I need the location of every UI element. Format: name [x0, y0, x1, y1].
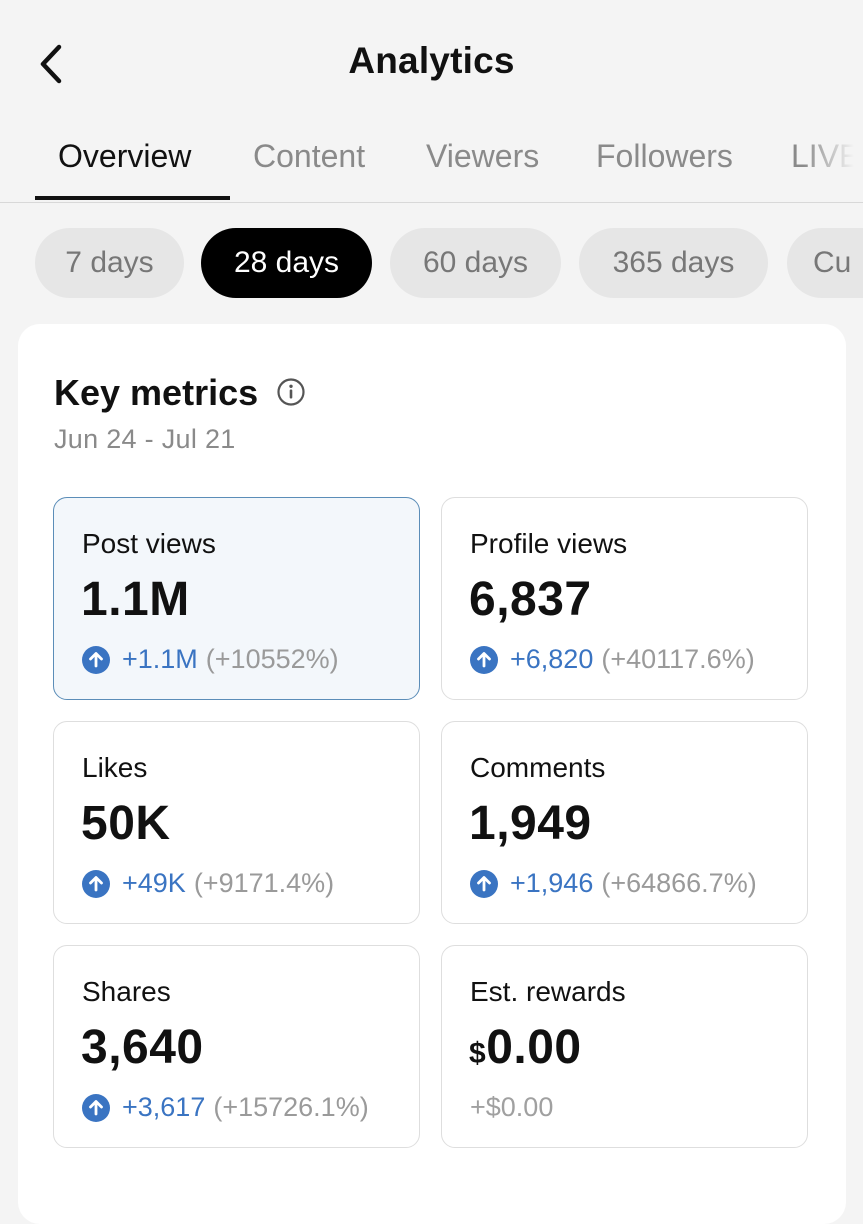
chevron-left-icon — [40, 44, 62, 84]
key-metrics-title: Key metrics — [54, 372, 259, 413]
metric-value: 1,949 — [469, 797, 592, 850]
tab-content[interactable]: Content — [253, 138, 366, 174]
metric-percent: (+15726.1%) — [213, 1092, 369, 1122]
metric-delta: +1.1M — [122, 644, 198, 674]
metric-change: +6,820 (+40117.6%) — [470, 644, 755, 675]
date-range: Jun 24 - Jul 21 — [54, 424, 236, 454]
metric-value: 50K — [81, 797, 171, 850]
arrow-up-icon — [82, 1093, 110, 1122]
tab-fade — [803, 118, 863, 202]
arrow-up-icon — [470, 869, 498, 898]
chip-7-days[interactable]: 7 days — [35, 228, 184, 298]
arrow-up-icon — [82, 869, 110, 898]
metric-label: Est. rewards — [470, 976, 626, 1007]
date-filter-bar: 7 days 28 days 60 days 365 days Cu — [0, 228, 863, 298]
chip-custom[interactable]: Cu — [787, 228, 863, 298]
metric-change: +$0.00 — [470, 1092, 553, 1123]
metric-percent: (+40117.6%) — [601, 644, 755, 674]
header: Analytics — [0, 0, 863, 120]
metric-percent: (+9171.4%) — [193, 868, 335, 898]
metric-label: Post views — [82, 528, 216, 559]
metric-label: Shares — [82, 976, 171, 1007]
metric-est-rewards[interactable]: Est. rewards $0.00 +$0.00 — [441, 945, 808, 1148]
chip-365-days[interactable]: 365 days — [579, 228, 768, 298]
page-title: Analytics — [348, 40, 515, 81]
metric-label: Comments — [470, 752, 606, 783]
metric-value: 6,837 — [469, 573, 592, 626]
metric-change: +49K (+9171.4%) — [82, 868, 334, 899]
metric-profile-views[interactable]: Profile views 6,837 +6,820 (+40117.6%) — [441, 497, 808, 700]
metric-delta: +6,820 — [510, 644, 594, 674]
metric-value: 3,640 — [81, 1021, 204, 1074]
tab-viewers[interactable]: Viewers — [426, 138, 540, 174]
info-icon[interactable] — [276, 377, 306, 407]
metric-delta: +3,617 — [122, 1092, 206, 1122]
metric-post-views[interactable]: Post views 1.1M +1.1M (+10552%) — [53, 497, 420, 700]
metric-delta: +1,946 — [510, 868, 594, 898]
tab-bar: Overview Content Viewers Followers LIVE — [0, 118, 863, 203]
chip-28-days[interactable]: 28 days — [201, 228, 372, 298]
active-tab-indicator — [35, 196, 230, 200]
metric-change: +3,617 (+15726.1%) — [82, 1092, 369, 1123]
arrow-up-icon — [82, 645, 110, 674]
tab-overview[interactable]: Overview — [58, 138, 192, 174]
metric-value: 1.1M — [81, 573, 190, 626]
metric-value-wrap: $0.00 — [469, 1020, 582, 1075]
metric-percent: (+64866.7%) — [601, 868, 757, 898]
metric-shares[interactable]: Shares 3,640 +3,617 (+15726.1%) — [53, 945, 420, 1148]
metric-likes[interactable]: Likes 50K +49K (+9171.4%) — [53, 721, 420, 924]
back-button[interactable] — [28, 38, 72, 90]
key-metrics-card: Key metrics Jun 24 - Jul 21 Post views 1… — [18, 324, 846, 1224]
metric-comments[interactable]: Comments 1,949 +1,946 (+64866.7%) — [441, 721, 808, 924]
tab-followers[interactable]: Followers — [596, 138, 733, 174]
metric-label: Likes — [82, 752, 148, 783]
currency-symbol: $ — [469, 1037, 487, 1070]
metric-value: 0.00 — [486, 1021, 582, 1074]
metric-change: +1,946 (+64866.7%) — [470, 868, 757, 899]
metric-label: Profile views — [470, 528, 628, 559]
metric-delta: +$0.00 — [470, 1092, 554, 1122]
metric-percent: (+10552%) — [205, 644, 339, 674]
arrow-up-icon — [470, 645, 498, 674]
metric-change: +1.1M (+10552%) — [82, 644, 339, 675]
metric-delta: +49K — [122, 868, 186, 898]
chip-60-days[interactable]: 60 days — [390, 228, 561, 298]
